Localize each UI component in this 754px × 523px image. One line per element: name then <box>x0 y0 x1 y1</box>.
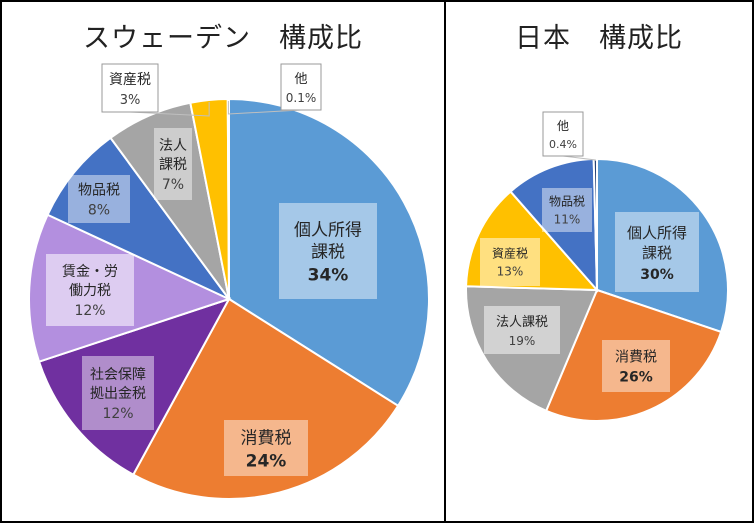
slice-label: 課税 <box>311 243 345 263</box>
pie-slice <box>46 136 230 300</box>
slice-percent: 8% <box>88 203 110 219</box>
leader-line <box>562 155 596 162</box>
slice-percent: 24% <box>246 452 287 472</box>
slice-label: 物品税 <box>78 183 120 199</box>
data-label-box <box>542 188 592 232</box>
slice-label: 拠出金税 <box>90 386 146 402</box>
slice-percent: 12% <box>102 406 133 422</box>
slice-percent: 13% <box>497 265 524 279</box>
chart-title: 日本 構成比 <box>515 23 683 54</box>
data-label-box <box>154 128 192 200</box>
slice-percent: 3% <box>120 93 141 108</box>
data-label-box <box>280 63 322 111</box>
slice-label: 他 <box>557 119 569 133</box>
pie-slice <box>544 288 723 422</box>
data-label-box <box>480 238 540 286</box>
slice-label: 法人 <box>159 138 187 154</box>
leader-line <box>227 101 302 115</box>
slice-label: 課税 <box>642 244 672 262</box>
pie-slice <box>37 297 232 476</box>
slice-percent: 0.4% <box>549 138 577 151</box>
slice-label: 賃金・労 <box>62 264 118 280</box>
slice-label: 物品税 <box>549 195 585 209</box>
leader-line <box>129 101 210 117</box>
slice-percent: 26% <box>619 370 653 386</box>
slice-label: 個人所得 <box>294 221 362 241</box>
slice-percent: 19% <box>509 334 536 348</box>
pie-slice <box>592 157 598 291</box>
data-label-box <box>46 254 134 326</box>
pie-slice <box>131 297 400 500</box>
data-label-box <box>224 420 308 476</box>
slice-percent: 0.1% <box>286 91 317 105</box>
slice-percent: 30% <box>640 267 674 283</box>
slice-label: 消費税 <box>241 429 292 449</box>
slice-label: 課税 <box>159 157 187 173</box>
pie-slice <box>596 157 729 334</box>
data-label-box <box>101 63 159 113</box>
slice-label: 個人所得 <box>627 224 687 242</box>
slice-label: 他 <box>294 72 307 87</box>
slice-percent: 7% <box>162 177 184 193</box>
data-label-box <box>279 203 377 299</box>
slice-label: 法人課税 <box>496 314 548 330</box>
data-label-box <box>68 175 130 223</box>
slice-label: 社会保障 <box>90 367 146 383</box>
data-label-box <box>484 306 560 354</box>
data-label-box <box>615 212 699 292</box>
slice-label: 働力税 <box>69 283 111 299</box>
data-label-box <box>542 111 584 157</box>
slice-label: 資産税 <box>492 246 528 261</box>
slice-percent: 34% <box>308 266 349 286</box>
slice-percent: 12% <box>74 303 105 319</box>
data-label-box <box>82 356 154 430</box>
slice-percent: 11% <box>554 213 581 227</box>
slice-label: 消費税 <box>615 350 657 366</box>
data-label-box <box>602 340 670 392</box>
slice-label: 資産税 <box>109 72 151 88</box>
chart-title: スウェーデン 構成比 <box>83 23 363 54</box>
pie-slice <box>226 97 230 300</box>
